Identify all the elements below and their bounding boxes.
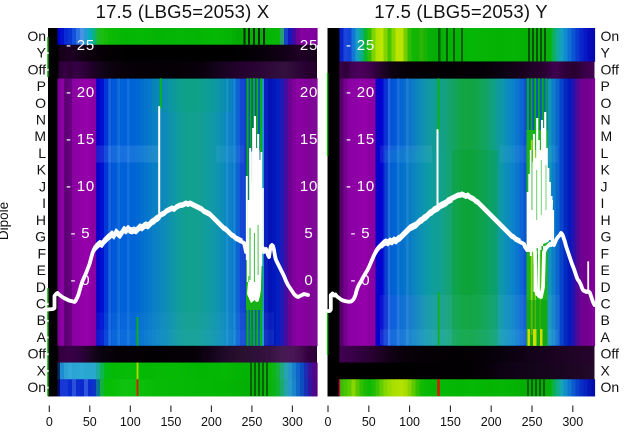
svg-text:On: On <box>601 379 620 395</box>
svg-text:P: P <box>601 78 610 94</box>
svg-text:- 5: - 5 <box>71 225 91 242</box>
svg-text:F: F <box>601 245 610 261</box>
svg-text:O: O <box>601 95 612 111</box>
svg-text:O: O <box>35 95 46 111</box>
svg-text:15: 15 <box>300 131 318 148</box>
svg-text:0: 0 <box>304 272 313 289</box>
svg-text:H: H <box>36 212 46 228</box>
svg-text:150: 150 <box>160 415 181 429</box>
svg-text:F: F <box>37 245 46 261</box>
svg-text:- 10: - 10 <box>66 178 95 195</box>
svg-text:X: X <box>601 362 611 378</box>
svg-text:17.5 (LBG5=2053) Y: 17.5 (LBG5=2053) Y <box>374 1 547 22</box>
svg-text:Off: Off <box>28 346 47 362</box>
svg-text:L: L <box>601 145 609 161</box>
svg-text:Y: Y <box>601 45 611 61</box>
svg-text:J: J <box>601 178 608 194</box>
svg-text:C: C <box>36 296 46 312</box>
svg-text:M: M <box>601 128 613 144</box>
svg-text:10: 10 <box>300 178 318 195</box>
svg-text:E: E <box>37 262 46 278</box>
svg-text:Dipole: Dipole <box>0 202 11 240</box>
svg-text:G: G <box>35 229 46 245</box>
svg-text:20: 20 <box>300 84 318 101</box>
svg-text:K: K <box>601 162 611 178</box>
svg-text:- 25: - 25 <box>66 37 95 54</box>
svg-text:5: 5 <box>304 225 313 242</box>
svg-text:300: 300 <box>282 415 303 429</box>
svg-text:- 25: - 25 <box>346 37 375 54</box>
svg-text:- 15: - 15 <box>346 131 375 148</box>
svg-text:Off: Off <box>601 61 620 77</box>
svg-text:E: E <box>601 262 610 278</box>
svg-text:B: B <box>37 312 46 328</box>
svg-text:X: X <box>37 362 47 378</box>
svg-text:Off: Off <box>601 346 620 362</box>
svg-text:100: 100 <box>399 415 420 429</box>
svg-text:H: H <box>601 212 611 228</box>
svg-text:200: 200 <box>481 415 502 429</box>
svg-text:Off: Off <box>28 61 47 77</box>
svg-text:A: A <box>37 329 47 345</box>
svg-text:P: P <box>37 78 46 94</box>
svg-text:250: 250 <box>522 415 543 429</box>
svg-text:Y: Y <box>37 45 47 61</box>
svg-text:D: D <box>36 279 46 295</box>
svg-text:- 5: - 5 <box>351 225 371 242</box>
svg-text:25: 25 <box>300 37 318 54</box>
svg-text:J: J <box>39 178 46 194</box>
svg-text:- 20: - 20 <box>346 84 375 101</box>
svg-text:I: I <box>601 195 605 211</box>
svg-text:A: A <box>601 329 611 345</box>
svg-text:I: I <box>42 195 46 211</box>
svg-text:- 0: - 0 <box>71 272 91 289</box>
svg-text:On: On <box>27 28 46 44</box>
svg-text:- 20: - 20 <box>66 84 95 101</box>
svg-text:- 15: - 15 <box>66 131 95 148</box>
svg-text:K: K <box>37 162 47 178</box>
svg-text:0: 0 <box>46 415 53 429</box>
svg-text:200: 200 <box>201 415 222 429</box>
svg-text:150: 150 <box>440 415 461 429</box>
svg-text:- 0: - 0 <box>351 272 371 289</box>
svg-text:17.5 (LBG5=2053) X: 17.5 (LBG5=2053) X <box>96 1 270 22</box>
svg-text:C: C <box>601 296 611 312</box>
svg-text:N: N <box>601 112 611 128</box>
svg-text:50: 50 <box>362 415 376 429</box>
svg-text:100: 100 <box>120 415 141 429</box>
svg-text:L: L <box>38 145 46 161</box>
svg-text:250: 250 <box>241 415 262 429</box>
svg-text:- 10: - 10 <box>346 178 375 195</box>
svg-text:On: On <box>27 379 46 395</box>
svg-text:G: G <box>601 229 612 245</box>
svg-text:0: 0 <box>325 415 332 429</box>
svg-text:N: N <box>36 112 46 128</box>
svg-text:300: 300 <box>562 415 583 429</box>
svg-text:On: On <box>601 28 620 44</box>
svg-text:D: D <box>601 279 611 295</box>
svg-text:M: M <box>34 128 46 144</box>
svg-text:50: 50 <box>83 415 97 429</box>
svg-text:B: B <box>601 312 610 328</box>
